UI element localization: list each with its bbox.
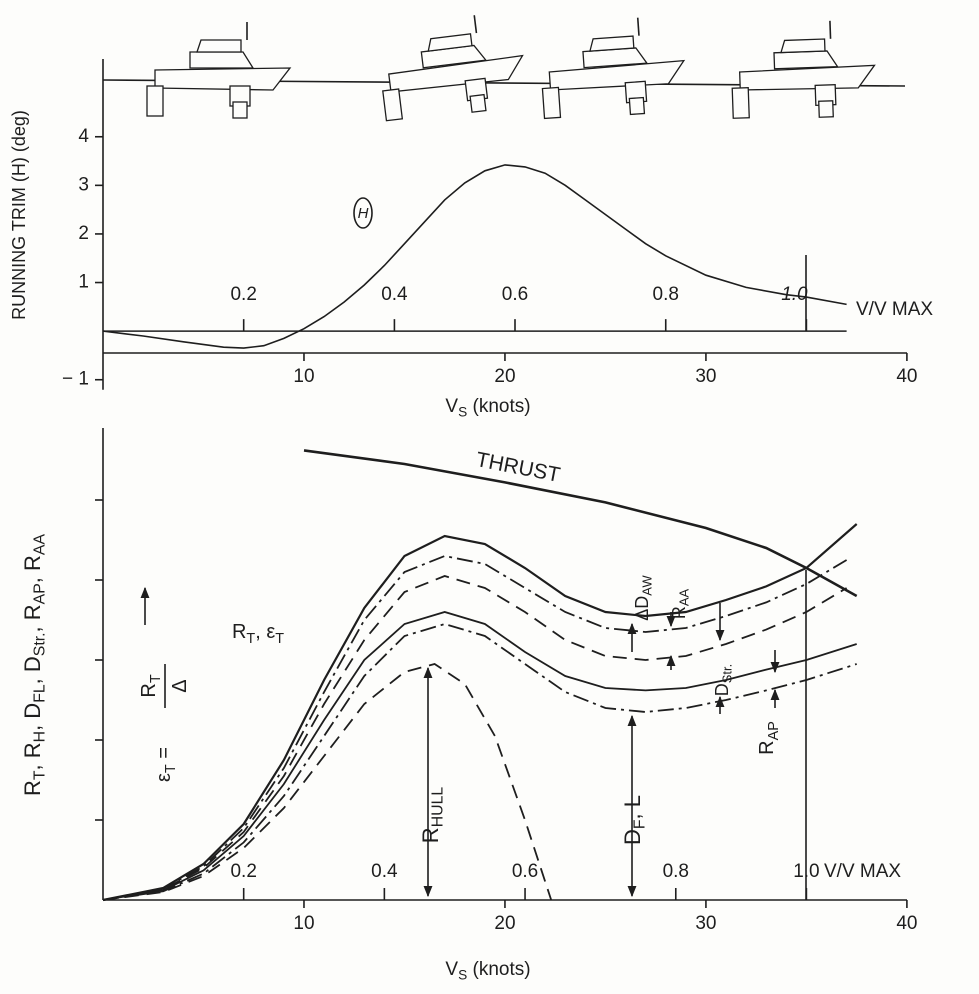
x-tick-label: 40 [896,366,917,387]
subscript: T [148,674,164,683]
subscript: FL [32,684,49,703]
annotation: RAP [756,721,782,755]
text-part: (knots) [467,959,530,980]
subscript: AA [32,534,49,556]
x2-tick-label: 0.2 [230,284,256,305]
subscript: Str. [720,664,735,683]
annotation: DStr. [712,664,735,696]
x-tick-label: 20 [494,913,515,934]
subscript: T [275,631,284,647]
subscript: H [32,731,49,742]
x-tick-label: 10 [293,366,314,387]
y-tick-label: 1 [78,272,89,293]
text-part: THRUST [474,448,562,487]
data-line [102,164,847,349]
x2-tick-label: 0.8 [663,861,689,882]
text-part: ε [153,773,175,782]
text-part: , ε [255,621,275,643]
text-part: (knots) [467,396,530,417]
x2-tick-label: 0.6 [502,284,528,305]
text-part: R [20,780,45,796]
text-part: , D [20,656,45,684]
text-part: , R [20,555,45,583]
data-line [102,663,553,901]
x2-tick-label: 0.2 [230,861,256,882]
annotation: THRUST [474,448,562,487]
text-part: R [418,827,443,843]
subscript: Str. [32,632,49,656]
text-part: R [756,740,778,754]
annotation: ΔDAW [632,575,655,621]
subscript: F [632,819,649,829]
annotation: RT, εT [232,621,284,647]
text-part: , D [20,703,45,731]
x2-tick-label: 0.4 [381,284,408,305]
y-tick-label: 2 [78,223,89,244]
x-tick-label: 40 [896,913,917,934]
x2-tick-label: 0.6 [512,861,538,882]
y-tick-label: 4 [78,126,89,147]
subscript: AP [766,721,782,740]
x-tick-label: 30 [695,366,716,387]
y-tick-label: − 1 [62,369,89,390]
x-axis-title: VS (knots) [445,959,530,982]
data-line [102,623,857,901]
annotation: RAA [669,589,692,620]
data-line [102,523,858,902]
equation-denominator: Δ [169,679,191,692]
subscript: AP [32,583,49,604]
equation: εT =RTΔ [138,664,191,782]
text-part: R [232,621,246,643]
y-axis-title: RT, RH, DFL, DStr., RAP, RAA [20,534,49,797]
text-part: R [669,606,689,619]
data-line [102,575,848,901]
y-axis-title: RUNNING TRIM (H) (deg) [9,110,29,320]
x-tick-label: 20 [494,366,515,387]
x2-axis-label: V/V MAX [856,299,933,320]
data-line [303,449,858,598]
subscript: AA [677,589,692,607]
x2-tick-label: 0.4 [371,861,398,882]
x2-axis-label: V/V MAX [824,861,901,882]
data-line [102,611,857,901]
y-tick-label: 3 [78,174,89,195]
x-tick-label: 10 [293,913,314,934]
text-part: , R [20,742,45,770]
x2-tick-label: 0.8 [653,284,679,305]
text-part: V [445,959,458,980]
boat-sketch [374,9,530,124]
x-tick-label: 30 [695,913,716,934]
equation-numerator: RT [138,674,164,697]
subscript: T [32,770,49,780]
x-axis-title: VS (knots) [445,396,530,419]
annotation: DF, L [620,795,649,845]
subscript: T [246,631,255,647]
text-part: , R [20,604,45,632]
boat-sketch [729,18,878,122]
subscript: AW [640,575,655,596]
subscript: T [163,764,179,773]
text-part: = [153,747,175,764]
text-part: ΔD [632,596,652,621]
text-part: V [445,396,458,417]
subscript: HULL [430,787,447,828]
x2-tick-label: 1.0 [781,284,808,305]
text-part: , L [620,795,645,819]
data-line [102,555,848,901]
annotation: RHULL [418,787,447,844]
curve-label: H [358,205,369,222]
equation-lhs: εT = [153,747,179,782]
text-part: D [620,829,645,845]
text-part: Δ [169,679,191,692]
boat-sketch [146,21,291,119]
text-part: R [138,683,160,697]
x2-tick-label: 1.0 [793,861,819,882]
curve-tag [353,197,373,229]
text-part: RUNNING TRIM (H) (deg) [9,110,29,320]
subscript: S [458,404,467,419]
boat-sketch [537,13,689,122]
text-part: D [712,683,732,696]
subscript: S [458,967,467,982]
